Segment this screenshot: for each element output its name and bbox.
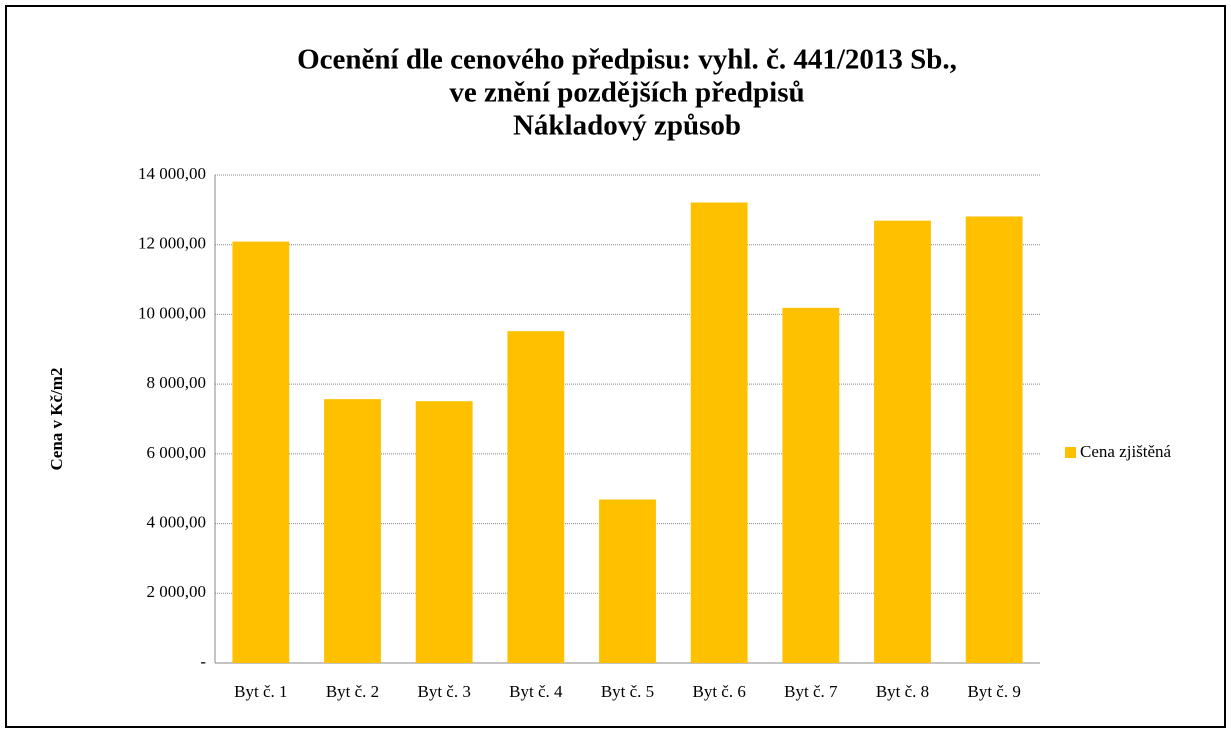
x-tick-label: Byt č. 2: [326, 682, 379, 701]
x-tick-label: Byt č. 1: [234, 682, 287, 701]
y-tick-label: 12 000,00: [138, 234, 206, 253]
bar: [507, 331, 565, 663]
bar: [782, 307, 840, 663]
bar: [599, 499, 656, 663]
x-tick-label: Byt č. 9: [967, 682, 1020, 701]
legend-swatch: [1065, 447, 1076, 458]
legend-label: Cena zjištěná: [1080, 442, 1172, 461]
y-tick-label: 8 000,00: [147, 373, 207, 392]
x-tick-label: Byt č. 7: [784, 682, 838, 701]
bar: [232, 241, 290, 663]
y-tick-label: 10 000,00: [138, 303, 206, 322]
bar: [415, 401, 473, 663]
bar: [874, 220, 931, 664]
x-tick-label: Byt č. 8: [876, 682, 929, 701]
y-tick-label: -: [200, 652, 206, 671]
x-tick-label: Byt č. 3: [417, 682, 470, 701]
x-tick-label: Byt č. 4: [509, 682, 563, 701]
x-tick-label: Byt č. 6: [692, 682, 745, 701]
y-tick-label: 4 000,00: [147, 512, 207, 531]
y-tick-label: 2 000,00: [147, 582, 207, 601]
x-tick-label: Byt č. 5: [601, 682, 654, 701]
bar: [324, 399, 381, 663]
chart-title: ve znění pozdějších předpisů: [449, 77, 804, 109]
y-axis-label: Cena v Kč/m2: [47, 368, 66, 471]
bar: [965, 216, 1023, 664]
chart-title: Ocenění dle cenového předpisu: vyhl. č. …: [297, 44, 957, 76]
bar: [690, 202, 748, 663]
y-tick-label: 14 000,00: [138, 164, 206, 183]
chart-title: Nákladový způsob: [513, 110, 741, 142]
y-tick-label: 6 000,00: [147, 443, 207, 462]
